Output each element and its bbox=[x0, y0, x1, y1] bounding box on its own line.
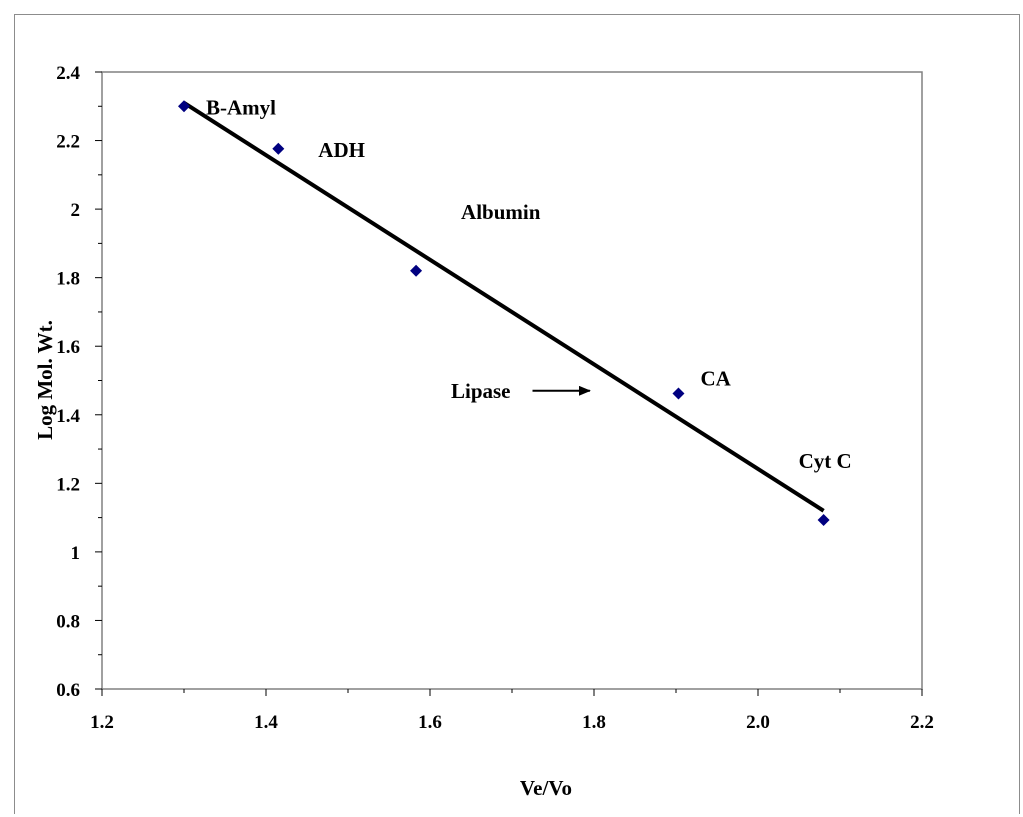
y-tick-label: 0.6 bbox=[56, 680, 80, 701]
x-tick-label: 1.6 bbox=[418, 712, 442, 733]
y-tick-label: 2.2 bbox=[56, 132, 80, 153]
y-tick-label: 1.4 bbox=[56, 406, 80, 427]
point-label: Cyt C bbox=[799, 449, 852, 473]
data-points-group bbox=[178, 100, 830, 527]
y-tick-label: 2.4 bbox=[56, 63, 80, 84]
x-tick-label: 2.0 bbox=[746, 712, 770, 733]
data-point bbox=[817, 514, 830, 527]
annotation-group: Lipase bbox=[451, 379, 591, 403]
trendline bbox=[182, 101, 825, 513]
data-point bbox=[672, 387, 685, 400]
x-axis-title: Ve/Vo bbox=[520, 776, 572, 800]
data-point bbox=[272, 142, 285, 155]
point-label: CA bbox=[700, 367, 731, 391]
point-label: Albumin bbox=[461, 200, 541, 224]
x-tick-label: 2.2 bbox=[910, 712, 934, 733]
x-tick-label: 1.8 bbox=[582, 712, 606, 733]
y-tick-label: 1.2 bbox=[56, 474, 80, 495]
y-tick-label: 1.6 bbox=[56, 337, 80, 358]
trendline-group bbox=[182, 101, 825, 513]
axes: 1.2 1.4 1.6 1.8 2.0 2.2 0.6 0.8 1 1.2 1.4 1.6 1.8 2 2.… bbox=[56, 63, 934, 733]
y-tick-label: 1 bbox=[71, 543, 81, 564]
plot-area bbox=[101, 71, 923, 690]
y-tick-label: 1.8 bbox=[56, 269, 80, 290]
annotation-label: Lipase bbox=[451, 379, 511, 403]
y-tick-label: 2 bbox=[71, 200, 81, 221]
point-label: B-Amyl bbox=[206, 95, 276, 119]
point-label: ADH bbox=[318, 138, 365, 162]
point-labels-group: B-Amyl ADH Albumin CA Cyt C bbox=[206, 95, 852, 473]
x-tick-label: 1.2 bbox=[90, 712, 114, 733]
x-tick-label: 1.4 bbox=[254, 712, 278, 733]
data-point bbox=[178, 100, 190, 113]
y-tick-label: 0.8 bbox=[56, 611, 80, 632]
data-point bbox=[410, 264, 423, 277]
y-axis-title: Log Mol. Wt. bbox=[33, 320, 57, 440]
